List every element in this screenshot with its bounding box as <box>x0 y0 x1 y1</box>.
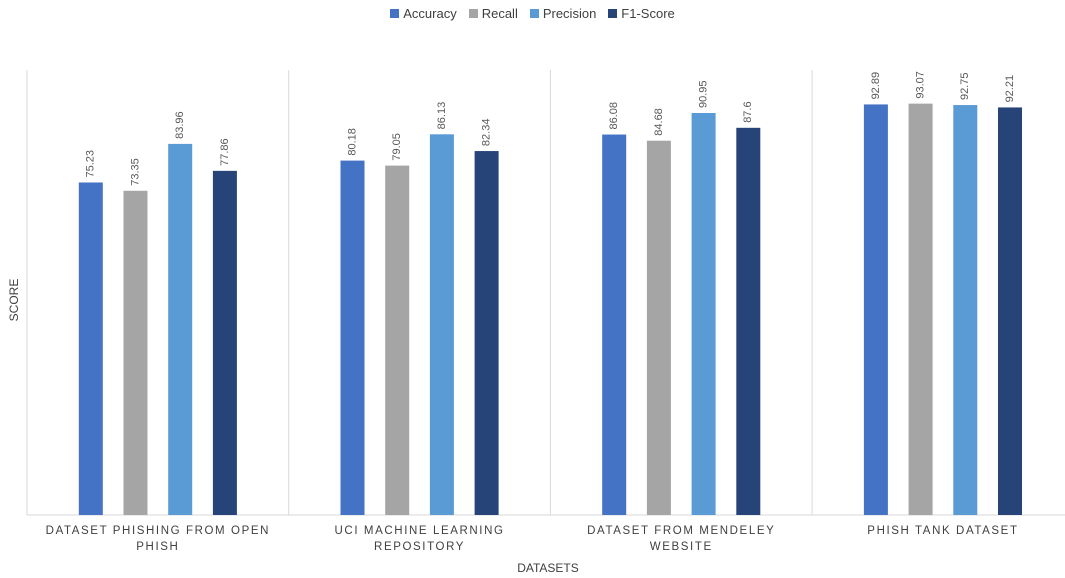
bar <box>212 170 237 515</box>
value-label: 86.13 <box>436 102 448 130</box>
value-label: 90.95 <box>698 80 710 108</box>
value-label: 77.86 <box>219 138 231 166</box>
bar <box>646 140 671 515</box>
value-label: 87.6 <box>742 101 754 122</box>
value-label: 75.23 <box>85 150 97 178</box>
value-label: 83.96 <box>174 111 186 139</box>
bar <box>602 134 627 515</box>
value-label: 93.07 <box>915 71 927 99</box>
legend-label: Recall <box>481 6 518 21</box>
legend-label: F1-Score <box>621 6 675 21</box>
bar <box>385 165 410 515</box>
bar <box>474 151 499 516</box>
x-tick-label: DATASET PHISHING FROM OPEN PHISH <box>45 525 271 553</box>
bar <box>429 134 454 515</box>
x-axis-title: DATASETS <box>517 561 579 575</box>
legend: Accuracy Recall Precision F1-Score <box>0 6 1065 21</box>
legend-label: Precision <box>542 6 597 21</box>
bar <box>998 107 1022 516</box>
bar <box>908 103 933 515</box>
legend-swatch <box>608 9 618 18</box>
legend-swatch <box>468 9 478 18</box>
bar <box>78 182 103 515</box>
x-tick-label: PHISH TANK DATASET <box>867 525 1019 537</box>
value-label: 82.34 <box>481 119 493 147</box>
value-label: 73.35 <box>129 158 141 186</box>
bar <box>863 104 888 515</box>
legend-item: Accuracy <box>390 6 457 21</box>
value-label: 92.75 <box>959 73 971 101</box>
value-label: 92.21 <box>1004 75 1016 103</box>
value-label: 79.05 <box>391 133 403 161</box>
legend-swatch <box>529 9 539 18</box>
y-axis-title: SCORE <box>7 279 21 322</box>
value-label: 80.18 <box>346 128 358 156</box>
legend-swatch <box>390 9 400 18</box>
x-tick-label: UCI MACHINE LEARNING REPOSITORY <box>334 525 505 553</box>
bar <box>168 143 193 516</box>
legend-item: Recall <box>468 6 518 21</box>
value-label: 92.89 <box>870 72 882 100</box>
legend-item: Precision <box>529 6 597 21</box>
bar <box>123 190 148 515</box>
bar <box>953 105 978 516</box>
x-tick-label: DATASET FROM MENDELEY WEBSITE <box>587 525 776 553</box>
value-label: 86.08 <box>608 102 620 130</box>
bar <box>736 127 761 516</box>
value-label: 84.68 <box>653 108 665 136</box>
legend-label: Accuracy <box>403 6 457 21</box>
bar <box>340 160 365 515</box>
bar <box>691 113 716 515</box>
legend-item: F1-Score <box>608 6 675 21</box>
